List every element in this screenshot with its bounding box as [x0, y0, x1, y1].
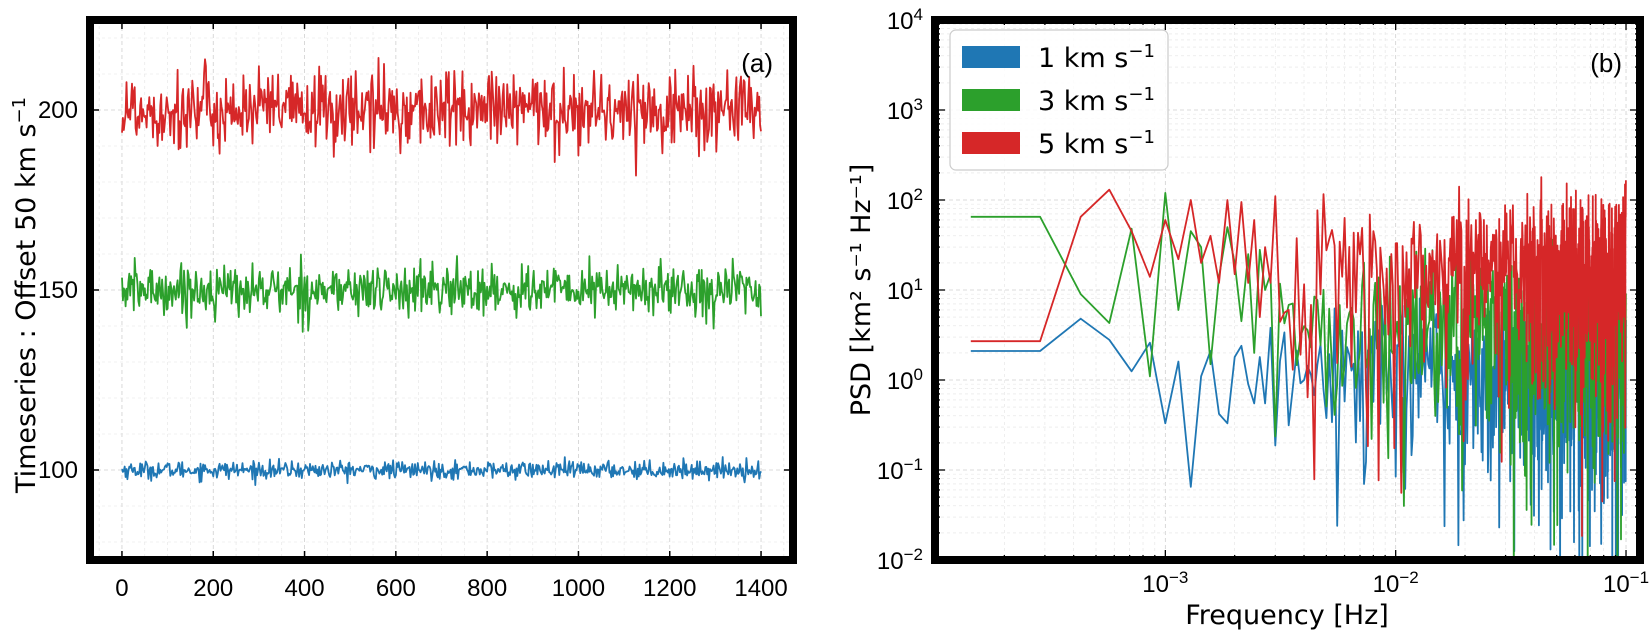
x-tick-label: 600	[376, 575, 416, 602]
y-tick-label: 100	[38, 457, 78, 484]
legend-label: 5 km s−1	[1038, 127, 1155, 161]
x-tick-label: 10−2	[1373, 568, 1419, 599]
y-tick-label: 10−1	[877, 455, 923, 486]
psd-lines	[970, 176, 1627, 560]
legend-swatch	[962, 46, 1020, 68]
timeseries-y-axis-label: Timeseries : Offset 50 km s−1	[9, 97, 43, 494]
timeseries-panel: 0 200 400 600 800 1000 1200 1400 100 150 200 (a) T…	[9, 16, 797, 602]
legend: 1 km s−1 3 km s−1 5 km s−1	[949, 29, 1169, 171]
panel-label-b: (b)	[1590, 48, 1622, 78]
psd-line	[970, 176, 1627, 537]
x-tick-label: 1200	[643, 575, 696, 602]
y-tick-label: 104	[887, 5, 923, 36]
y-tick-label: 102	[887, 185, 923, 216]
y-tick-label: 150	[38, 277, 78, 304]
y-tick-label: 100	[887, 365, 923, 396]
psd-frame	[931, 16, 1644, 564]
x-tick-label: 10−3	[1142, 568, 1188, 599]
legend-swatch	[962, 89, 1020, 111]
x-tick-label: 400	[285, 575, 325, 602]
psd-x-axis-label: Frequency [Hz]	[1185, 600, 1389, 631]
panel-label-a: (a)	[741, 48, 773, 78]
legend-label: 3 km s−1	[1038, 84, 1155, 118]
x-tick-label: 800	[467, 575, 507, 602]
timeseries-line	[121, 57, 762, 177]
x-tick-label: 200	[193, 575, 233, 602]
timeseries-frame	[86, 16, 797, 564]
x-tick-label: 1400	[734, 575, 787, 602]
y-tick-label: 103	[887, 95, 923, 126]
x-tick-label: 10−1	[1603, 568, 1649, 599]
y-tick-label: 200	[38, 97, 78, 124]
y-tick-label: 101	[887, 275, 923, 306]
legend-label: 1 km s−1	[1038, 41, 1155, 75]
timeseries-line	[121, 253, 762, 333]
x-tick-label: 0	[115, 575, 128, 602]
timeseries-line	[121, 456, 762, 486]
legend-swatch	[962, 132, 1020, 154]
psd-y-axis-label: PSD [km² s⁻¹ Hz⁻¹]	[846, 164, 877, 416]
y-tick-label: 10−2	[877, 545, 923, 576]
timeseries-lines	[121, 57, 762, 486]
x-tick-label: 1000	[552, 575, 605, 602]
